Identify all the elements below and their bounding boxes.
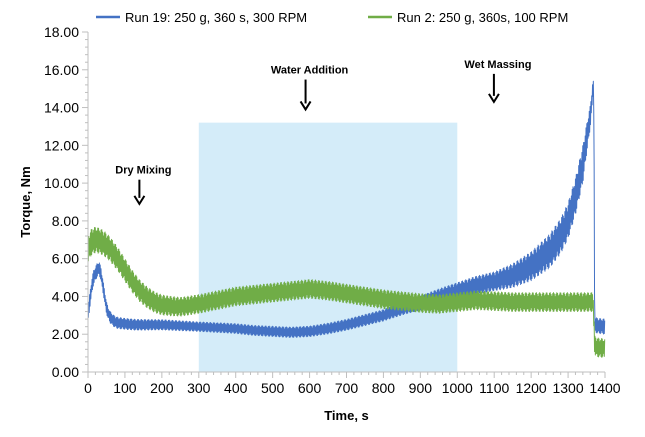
x-tick-label: 500 xyxy=(261,380,285,396)
legend-label-1: Run 19: 250 g, 360 s, 300 RPM xyxy=(125,10,307,25)
x-tick-label: 700 xyxy=(335,380,359,396)
x-tick-label: 1400 xyxy=(589,380,620,396)
y-tick-label: 2.00 xyxy=(52,326,79,342)
y-tick-label: 16.00 xyxy=(44,62,79,78)
y-tick-label: 14.00 xyxy=(44,100,79,116)
x-tick-label: 100 xyxy=(113,380,137,396)
annotation-arrow-head xyxy=(299,100,312,112)
legend-label-2: Run 2: 250 g, 360s, 100 RPM xyxy=(397,10,568,25)
x-tick-label: 400 xyxy=(224,380,248,396)
x-tick-label: 1200 xyxy=(516,380,547,396)
x-tick-label: 0 xyxy=(84,380,92,396)
x-tick-label: 200 xyxy=(150,380,174,396)
y-tick-label: 8.00 xyxy=(52,213,79,229)
series-layer xyxy=(87,80,606,358)
series-line-2 xyxy=(87,227,606,358)
x-tick-label: 1000 xyxy=(442,380,473,396)
annotation-label: Water Addition xyxy=(271,65,349,77)
y-tick-label: 4.00 xyxy=(52,288,79,304)
y-tick-label: 6.00 xyxy=(52,251,79,267)
x-tick-label: 600 xyxy=(298,380,322,396)
annotation-label: Dry Mixing xyxy=(115,165,171,177)
series-line-1 xyxy=(87,80,606,338)
y-tick-label: 12.00 xyxy=(44,137,79,153)
x-axis-title: Time, s xyxy=(324,408,369,423)
y-tick-label: 18.00 xyxy=(44,24,79,40)
water-addition-shaded-region xyxy=(198,122,458,373)
y-tick-label: 10.00 xyxy=(44,175,79,191)
annotation-arrow-head xyxy=(133,195,146,206)
x-tick-label: 300 xyxy=(187,380,211,396)
y-tick-label: 0.00 xyxy=(52,364,79,380)
annotation-arrow-head xyxy=(488,93,500,104)
x-tick-label: 1100 xyxy=(479,380,509,396)
axes-layer: 0 100 200 300 400 500 600 700 800 900 1000 1100 1200… xyxy=(44,24,621,396)
x-tick-label: 1300 xyxy=(552,380,583,396)
x-tick-label: 800 xyxy=(372,380,396,396)
legend: Run 19: 250 g, 360 s, 300 RPM Run 2: 250 … xyxy=(96,10,568,25)
annotation-label: Wet Massing xyxy=(464,59,531,71)
y-axis-title: Torque, Nm xyxy=(18,166,33,237)
annotation-layer: Dry Mixing Water Addition Wet Massing xyxy=(115,59,531,206)
x-tick-label: 900 xyxy=(409,380,433,396)
